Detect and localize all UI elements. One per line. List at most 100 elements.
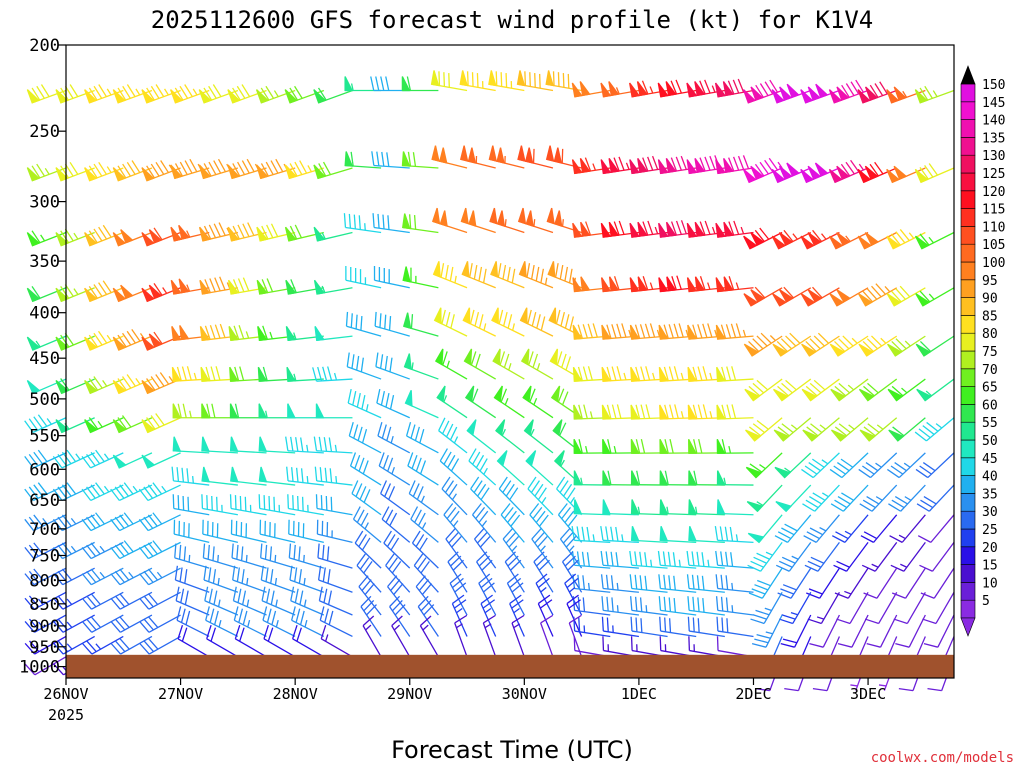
barb-pennant	[141, 287, 155, 303]
wind-barb	[889, 514, 926, 543]
barb-pennant	[857, 293, 873, 307]
barb-flag	[752, 423, 765, 434]
barb-half-flag	[217, 577, 220, 586]
barb-half-flag	[193, 372, 197, 381]
wind-barb	[459, 70, 496, 92]
barb-flag	[755, 609, 770, 616]
barb-half-flag	[103, 485, 110, 493]
barb-staff	[147, 514, 181, 532]
barb-flag	[184, 84, 193, 97]
barb-staff	[391, 625, 411, 658]
wind-barb	[285, 436, 324, 454]
wind-barb	[84, 280, 124, 303]
wind-barb	[857, 161, 897, 184]
wind-barb	[833, 541, 869, 572]
barb-half-flag	[875, 462, 882, 468]
barb-pennant	[857, 235, 873, 250]
barb-flag	[90, 616, 101, 628]
barb-flag	[405, 422, 412, 437]
barb-half-flag	[875, 496, 883, 501]
wind-barb	[403, 353, 439, 380]
barb-staff	[927, 452, 955, 479]
colorbar-label: 95	[982, 274, 998, 289]
barb-staff	[91, 614, 124, 633]
wind-barb	[773, 417, 812, 442]
wind-barb	[540, 614, 554, 658]
barb-pennant	[828, 89, 843, 104]
wind-barb	[375, 352, 410, 380]
barb-pennant	[601, 366, 612, 382]
barb-flag	[919, 340, 932, 352]
barb-flag	[122, 332, 132, 346]
wind-barb	[836, 591, 869, 625]
barb-flag	[24, 663, 36, 676]
wind-barb	[288, 519, 324, 544]
wind-barb	[715, 550, 754, 569]
barb-staff	[931, 541, 955, 572]
wind-barb	[857, 231, 898, 250]
barb-flag	[97, 330, 108, 344]
barb-half-flag	[932, 90, 938, 97]
barb-staff	[878, 591, 898, 624]
barb-half-flag	[453, 436, 459, 444]
barb-flag	[143, 640, 155, 653]
barb-flag	[664, 470, 669, 485]
barb-flag	[759, 227, 770, 240]
wind-barb	[460, 207, 496, 234]
barb-flag	[806, 426, 819, 437]
colorbar-swatch	[960, 564, 976, 583]
barb-pennant	[315, 403, 325, 419]
barb-pennant	[864, 86, 879, 101]
barb-half-flag	[274, 577, 278, 586]
wind-barb	[915, 452, 955, 479]
barb-pennant	[601, 404, 611, 420]
barb-flag	[385, 509, 394, 523]
barb-pennant	[771, 168, 786, 184]
barb-flag	[380, 480, 388, 494]
barb-staff	[62, 514, 95, 532]
barb-pennant	[227, 226, 240, 242]
barb-pennant	[525, 450, 537, 467]
wind-barbs	[24, 70, 955, 692]
barb-flag	[291, 467, 294, 482]
barb-half-flag	[303, 599, 307, 607]
wind-barb	[506, 573, 525, 616]
barb-flag	[234, 403, 240, 418]
barb-flag	[586, 552, 590, 567]
barb-flag	[146, 165, 155, 179]
barb-flag	[809, 382, 822, 394]
barb-flag	[131, 328, 141, 342]
barb-flag	[414, 509, 422, 523]
wind-barb	[533, 551, 554, 593]
barb-pennant	[286, 366, 296, 382]
wind-barb	[630, 616, 668, 638]
barb-flag	[411, 530, 421, 544]
barb-staff	[360, 606, 382, 637]
barb-flag	[388, 315, 392, 331]
barb-flag	[587, 366, 593, 381]
barb-flag	[88, 378, 99, 391]
wind-barb	[545, 70, 582, 92]
barb-half-flag	[740, 226, 745, 235]
barb-staff	[846, 541, 869, 572]
wind-barb	[780, 614, 812, 648]
wind-barb	[571, 81, 611, 98]
barb-staff	[660, 587, 697, 593]
barb-pennant	[496, 450, 508, 467]
barb-pennant	[430, 70, 440, 87]
barb-flag	[569, 316, 575, 331]
barb-flag	[920, 592, 935, 599]
barb-flag	[500, 503, 511, 516]
barb-flag	[33, 416, 43, 429]
barb-flag	[645, 366, 651, 381]
barb-flag	[812, 688, 828, 692]
barb-flag	[153, 227, 163, 241]
barb-flag	[838, 338, 850, 350]
barb-pennant	[201, 466, 211, 483]
barb-pennant	[864, 232, 880, 246]
wind-barb	[527, 476, 554, 516]
barb-pennant	[774, 466, 791, 479]
barb-flag	[31, 87, 41, 101]
wind-barb	[917, 514, 955, 543]
barb-half-flag	[391, 466, 395, 475]
